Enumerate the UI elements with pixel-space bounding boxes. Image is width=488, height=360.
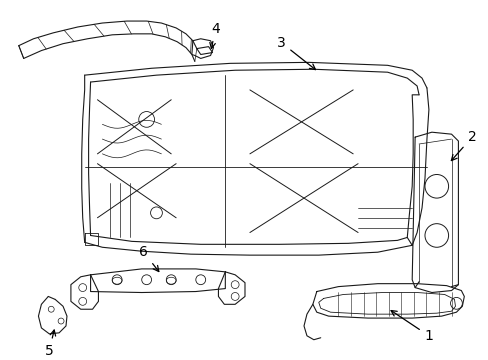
Text: 3: 3 bbox=[276, 36, 315, 69]
Text: 5: 5 bbox=[45, 330, 56, 357]
Text: 6: 6 bbox=[139, 245, 159, 271]
Text: 1: 1 bbox=[390, 311, 432, 343]
Text: 4: 4 bbox=[209, 22, 220, 49]
Text: 2: 2 bbox=[450, 130, 476, 161]
